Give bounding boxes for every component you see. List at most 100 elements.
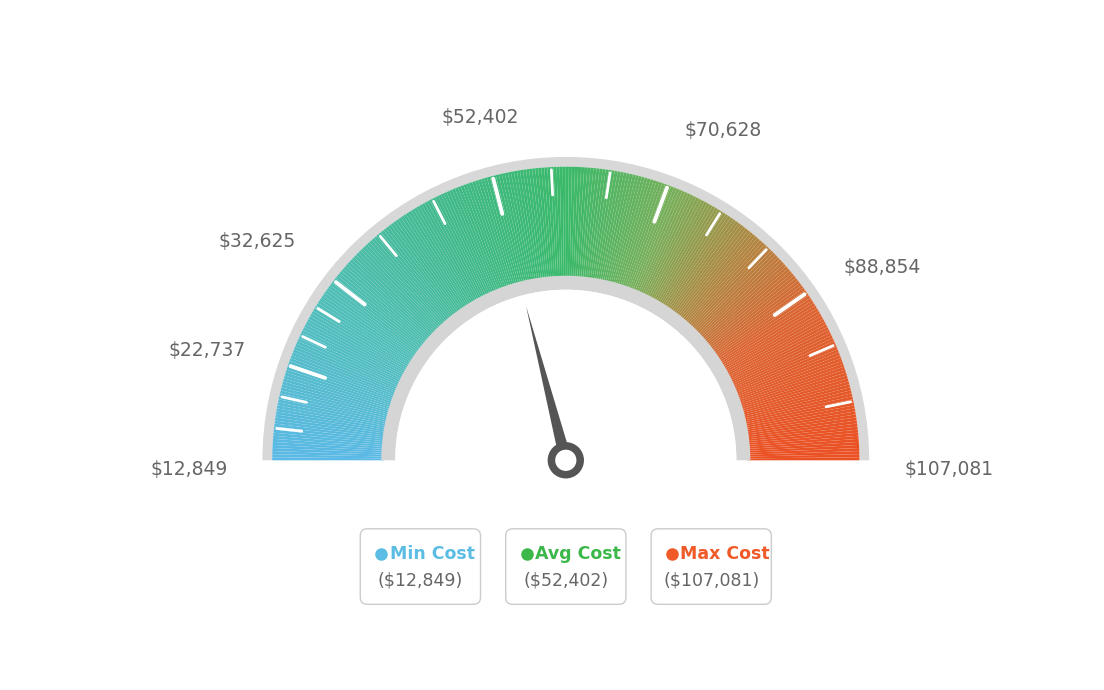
Wedge shape [746,433,859,445]
Wedge shape [492,175,522,284]
Wedge shape [729,330,830,381]
Wedge shape [664,213,725,308]
Wedge shape [433,197,485,298]
Wedge shape [741,378,849,411]
Wedge shape [333,278,423,349]
Wedge shape [293,349,397,393]
Wedge shape [745,408,856,430]
Wedge shape [316,303,412,364]
Wedge shape [647,197,699,298]
Wedge shape [444,192,492,295]
Wedge shape [529,168,545,280]
Wedge shape [341,268,428,343]
Wedge shape [747,445,859,453]
Wedge shape [395,219,463,312]
Wedge shape [567,167,572,279]
Wedge shape [484,177,517,286]
Wedge shape [553,167,560,279]
Wedge shape [541,168,552,279]
Wedge shape [360,248,440,331]
Wedge shape [740,373,847,408]
Wedge shape [290,355,396,397]
Wedge shape [618,179,654,287]
Wedge shape [399,217,464,311]
Wedge shape [429,199,484,299]
Wedge shape [321,295,415,359]
Wedge shape [683,236,757,323]
Text: $52,402: $52,402 [442,108,519,127]
Wedge shape [278,396,389,422]
Wedge shape [278,400,388,424]
Wedge shape [501,173,528,283]
Wedge shape [593,170,612,281]
Wedge shape [723,313,821,371]
Wedge shape [667,216,731,310]
Wedge shape [626,183,666,289]
Wedge shape [275,417,386,435]
Wedge shape [490,176,521,285]
Wedge shape [737,364,845,402]
Wedge shape [715,293,808,358]
Wedge shape [523,170,541,281]
Wedge shape [370,240,446,325]
Wedge shape [273,451,384,457]
Wedge shape [594,170,615,281]
Wedge shape [705,273,794,346]
Wedge shape [273,448,384,455]
Wedge shape [598,171,620,282]
Circle shape [555,450,576,471]
Circle shape [548,442,584,478]
Wedge shape [538,168,551,279]
Wedge shape [596,171,618,282]
Wedge shape [275,420,385,437]
Wedge shape [306,322,405,376]
Wedge shape [747,454,859,458]
Wedge shape [724,316,824,373]
Wedge shape [496,175,524,284]
FancyBboxPatch shape [651,529,772,604]
Wedge shape [379,232,452,320]
Wedge shape [336,275,425,347]
Wedge shape [624,182,662,288]
Wedge shape [367,242,444,326]
Wedge shape [551,167,559,279]
FancyBboxPatch shape [506,529,626,604]
Wedge shape [438,195,488,297]
Wedge shape [742,384,850,415]
Wedge shape [318,300,413,363]
Wedge shape [340,270,427,344]
Wedge shape [697,257,779,336]
Wedge shape [526,169,543,280]
Wedge shape [711,283,802,352]
Wedge shape [699,259,782,337]
Wedge shape [588,169,606,280]
Wedge shape [308,316,407,373]
FancyBboxPatch shape [360,529,480,604]
Wedge shape [686,240,762,325]
Wedge shape [283,382,391,413]
Wedge shape [291,352,396,395]
Wedge shape [469,182,508,288]
Wedge shape [602,172,627,282]
Wedge shape [289,358,395,399]
Wedge shape [277,402,388,426]
Wedge shape [616,178,650,286]
Wedge shape [680,232,753,320]
Wedge shape [654,203,710,302]
Wedge shape [746,420,857,437]
Wedge shape [287,366,393,404]
Wedge shape [416,206,475,304]
Wedge shape [611,176,641,285]
Wedge shape [348,262,432,339]
Text: ($52,402): ($52,402) [523,571,608,589]
Wedge shape [726,324,827,378]
Wedge shape [283,378,391,411]
Wedge shape [605,174,633,284]
Wedge shape [475,180,511,288]
Wedge shape [721,308,818,368]
Wedge shape [276,408,386,430]
Wedge shape [599,172,624,282]
Wedge shape [287,364,394,402]
Wedge shape [651,201,708,301]
Wedge shape [658,208,718,305]
